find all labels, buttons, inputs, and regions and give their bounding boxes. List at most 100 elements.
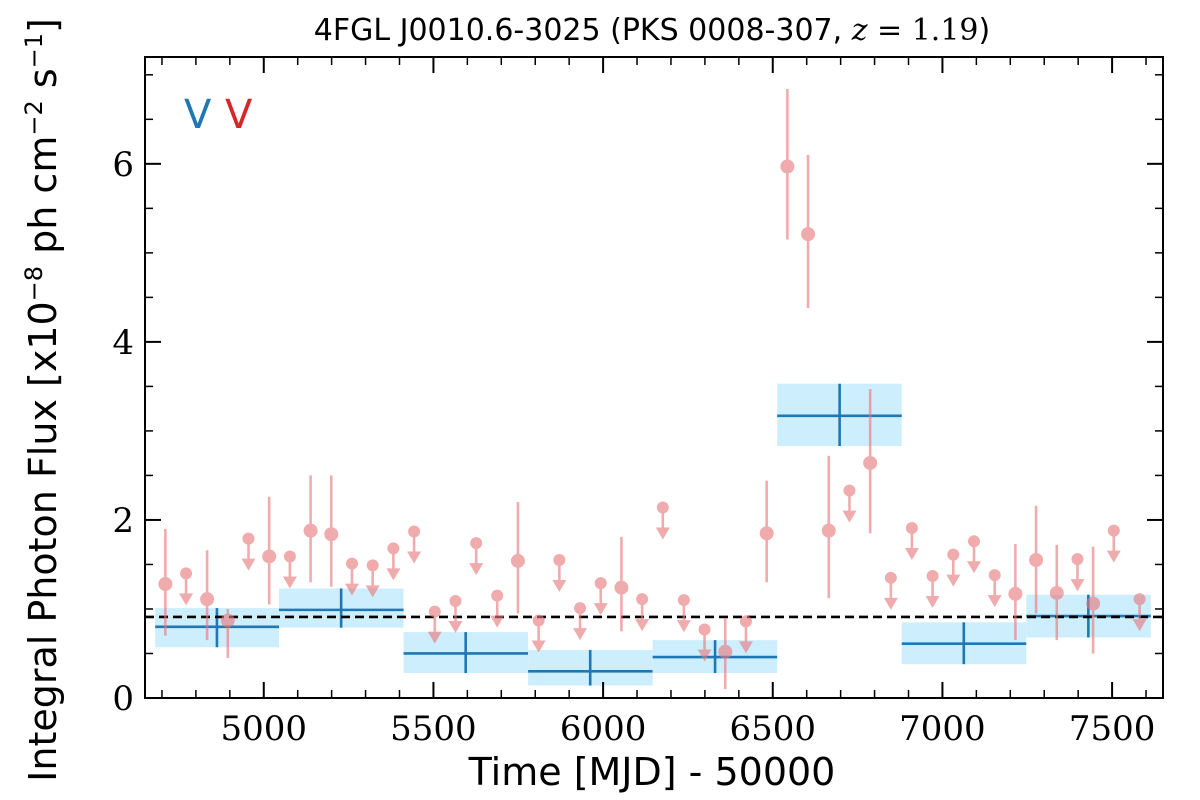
upper-limit-marker: [470, 537, 483, 550]
detection-10: [780, 89, 795, 240]
upper-limit-15: [635, 593, 650, 632]
upper-limit-marker: [449, 594, 462, 607]
detection-6: [510, 502, 525, 614]
upper-limit-24: [946, 548, 961, 587]
short-bins-layer: [158, 89, 1147, 690]
tick-layer: 5000 5500 6000 6500 7000 7500 0 2 4 6: [112, 57, 1163, 749]
upper-limit-2: [282, 550, 297, 589]
ylabel-end: ]: [21, 18, 65, 33]
axes-frame: [144, 56, 1164, 699]
upper-limit-25: [966, 535, 981, 574]
upper-limit-marker: [698, 623, 711, 636]
upper-limit-marker: [428, 605, 441, 618]
upper-limit-marker: [553, 554, 566, 567]
ylabel-exp2: −2: [20, 100, 48, 135]
detection-12: [821, 455, 836, 599]
upper-limit-arrow: [490, 615, 505, 628]
upper-limit-26: [987, 569, 1002, 608]
upper-limit-marker: [594, 577, 607, 590]
long-bin-0: [155, 608, 280, 648]
upper-limit-arrow: [842, 510, 857, 523]
upper-limit-arrow: [1132, 619, 1147, 632]
ylabel-mid: ph cm: [21, 136, 65, 266]
upper-limit-marker: [739, 615, 752, 628]
detection-16: [1049, 544, 1064, 641]
title-source: 4FGL J0010.6-3025 (PKS 0008-307,: [314, 13, 852, 48]
detection-13: [863, 389, 878, 534]
upper-limit-3: [344, 557, 359, 596]
upper-limit-20: [842, 484, 857, 523]
upper-limit-marker: [677, 594, 690, 607]
x-tick-label: 5000: [221, 709, 308, 749]
detection-marker: [303, 523, 318, 538]
upper-limit-arrow: [427, 631, 442, 644]
upper-limit-arrow: [552, 580, 567, 593]
detection-marker: [262, 549, 277, 564]
detection-3: [262, 496, 277, 605]
upper-limit-marker: [366, 559, 379, 572]
upper-limit-11: [531, 614, 546, 653]
detection-marker: [1008, 586, 1023, 601]
x-tick-label: 6500: [730, 709, 817, 749]
long-bins-layer: [155, 383, 1151, 686]
x-tick-label: 5500: [390, 709, 477, 749]
detection-marker: [801, 227, 816, 242]
long-bin-4: [652, 640, 778, 674]
upper-limit-4: [365, 559, 380, 598]
upper-limit-16: [655, 501, 670, 540]
y-tick-label: 0: [112, 679, 134, 719]
upper-limit-marker: [884, 571, 897, 584]
detection-1: [200, 550, 215, 641]
upper-limit-6: [407, 525, 422, 564]
upper-limit-23: [925, 570, 940, 609]
upper-limit-marker: [656, 501, 669, 514]
upper-limit-marker: [905, 521, 918, 534]
upper-limit-marker: [491, 589, 504, 602]
detection-17: [1086, 546, 1101, 654]
title-close: ): [979, 13, 991, 48]
detection-marker: [821, 523, 836, 538]
detection-7: [614, 536, 629, 632]
upper-limit-10: [490, 589, 505, 628]
ylabel-exp1: −8: [20, 266, 48, 301]
upper-limit-marker: [1071, 553, 1084, 566]
upper-limit-arrow: [904, 547, 919, 560]
upper-limit-marker: [387, 542, 400, 555]
upper-limit-arrow: [386, 568, 401, 581]
detection-marker: [324, 527, 339, 542]
upper-limit-marker: [1107, 524, 1120, 537]
detection-marker: [863, 455, 878, 470]
upper-limit-arrow: [179, 593, 194, 606]
upper-limit-marker: [636, 593, 649, 606]
detection-marker: [158, 577, 173, 592]
upper-limit-marker: [947, 548, 960, 561]
upper-limit-arrow: [365, 585, 380, 598]
detection-marker: [614, 580, 629, 595]
upper-limit-13: [573, 602, 588, 641]
upper-limit-27: [1070, 553, 1085, 592]
title-z-value: = 1.19: [868, 13, 979, 48]
upper-limit-arrow: [676, 620, 691, 633]
upper-limit-22: [904, 521, 919, 560]
detection-marker: [1086, 596, 1101, 611]
detection-11: [801, 154, 816, 309]
detection-15: [1029, 505, 1044, 614]
y-tick-label: 4: [112, 323, 134, 363]
upper-limit-arrow: [531, 640, 546, 653]
upper-limit-14: [593, 577, 608, 616]
upper-limit-marker: [345, 557, 358, 570]
upper-limit-21: [883, 571, 898, 610]
y-tick-label: 2: [112, 501, 134, 541]
detection-9: [759, 480, 774, 583]
x-tick-label: 7000: [899, 709, 986, 749]
detection-2: [220, 608, 235, 658]
detection-marker: [510, 553, 525, 568]
title-z-symbol: z: [851, 13, 868, 48]
upper-limit-arrow: [635, 619, 650, 632]
upper-limit-arrow: [1106, 550, 1121, 563]
detection-marker: [718, 644, 733, 659]
long-bin-1: [279, 588, 404, 628]
x-tick-label: 7500: [1069, 709, 1156, 749]
upper-limit-marker: [408, 525, 421, 538]
